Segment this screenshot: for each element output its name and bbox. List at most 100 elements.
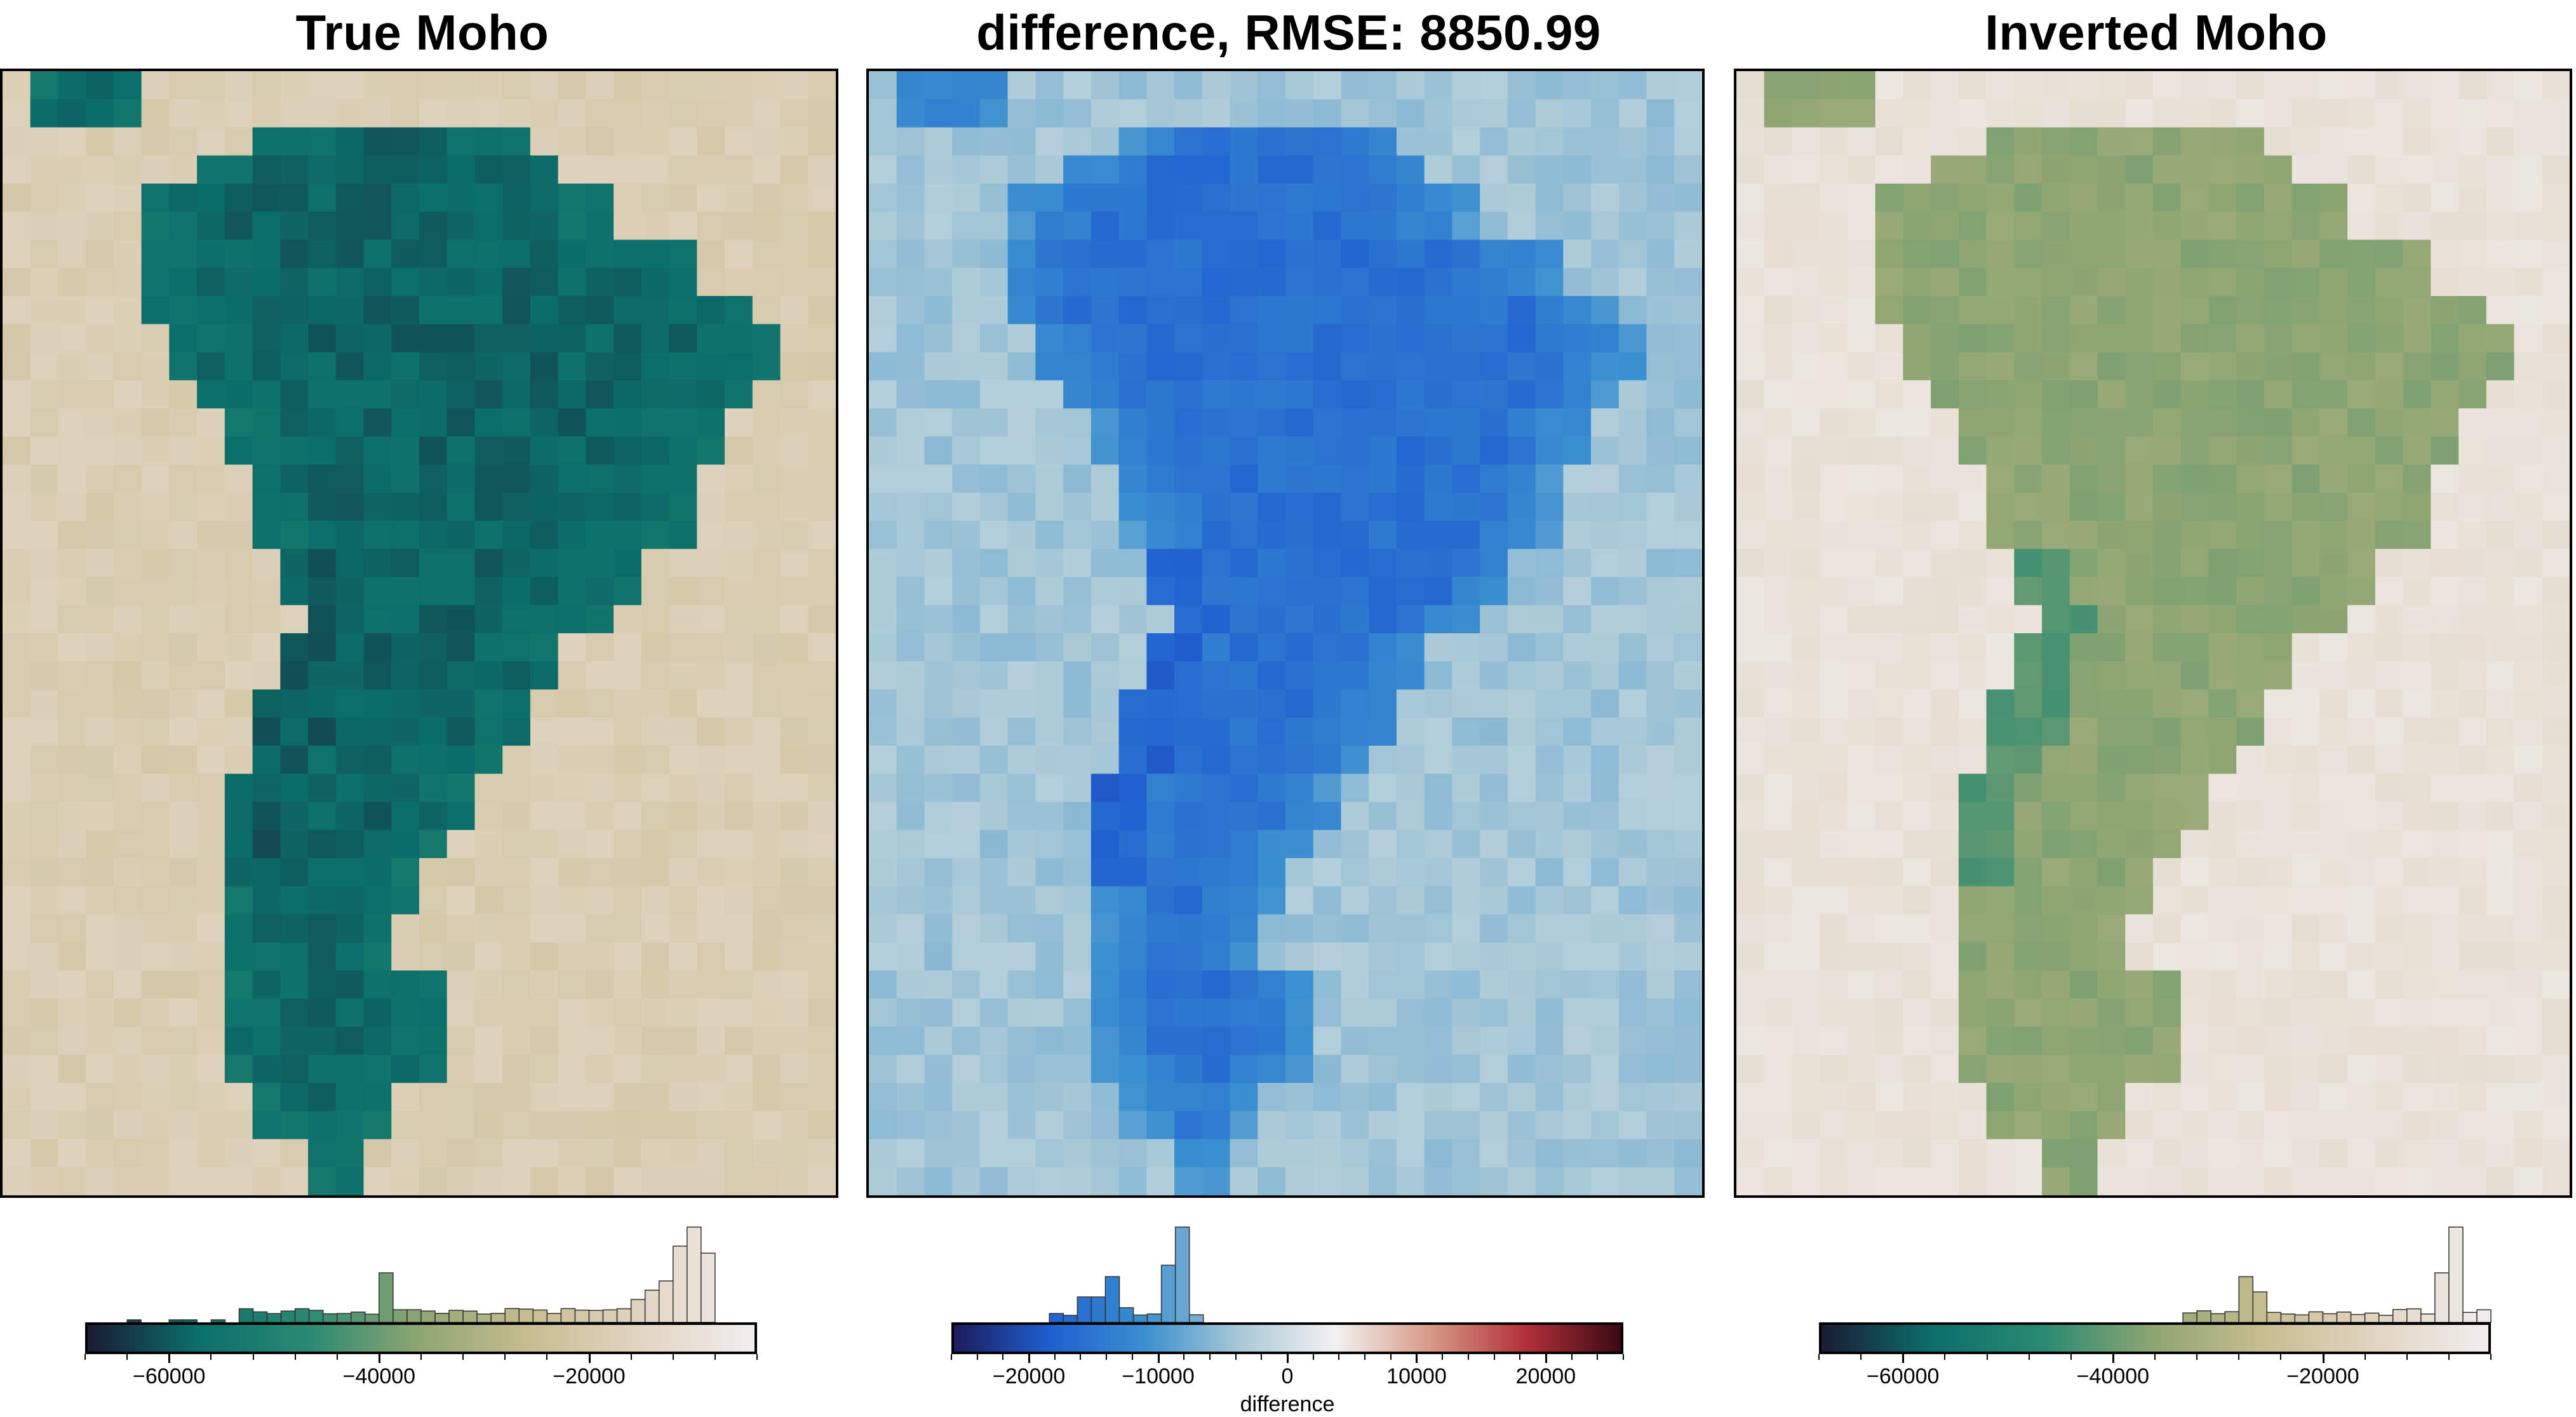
heatmap-cell [2069, 1026, 2098, 1056]
heatmap-cell [1174, 464, 1203, 494]
heatmap-cell [641, 829, 670, 859]
heatmap-cell [2542, 1167, 2570, 1195]
heatmap-cell [1118, 352, 1147, 381]
heatmap-cell [924, 1139, 953, 1168]
heatmap-cell [1090, 99, 1120, 128]
heatmap-cell [363, 521, 392, 549]
heatmap-cell [1480, 239, 1508, 269]
heatmap-cell [1535, 127, 1564, 156]
heatmap-cell [1618, 942, 1647, 971]
heatmap-cell [335, 858, 365, 887]
heatmap-cell [2486, 886, 2515, 915]
heatmap-cell [1035, 1054, 1064, 1084]
heatmap-cell [58, 155, 86, 184]
heatmap-cell [1674, 408, 1702, 437]
heatmap-cell [1903, 802, 1931, 831]
heatmap-cell [1958, 408, 1987, 437]
heatmap-cell [1369, 1054, 1397, 1084]
heatmap-cell [979, 605, 1009, 634]
heatmap-cell [725, 1111, 753, 1140]
heatmap-cell [2514, 577, 2542, 606]
heatmap-cell [1986, 380, 2015, 409]
heatmap-cell [1563, 914, 1592, 943]
heatmap-cell [952, 464, 981, 494]
colorbar-tick-label: −60000 [1867, 1364, 1940, 1388]
heatmap-cell [446, 71, 476, 100]
heatmap-cell [2291, 492, 2320, 521]
heatmap-cell [1646, 970, 1675, 999]
heatmap-cell [1341, 324, 1369, 353]
heatmap-cell [1480, 1054, 1508, 1084]
heatmap-cell [1736, 99, 1765, 128]
heatmap-cell [2514, 184, 2542, 212]
heatmap-cell [197, 155, 225, 184]
heatmap-cell [558, 970, 586, 999]
heatmap-cell [952, 661, 981, 690]
colorbar-minor-tick [1818, 1354, 1820, 1360]
heatmap-cell [1563, 689, 1592, 718]
heatmap-cell [1118, 1167, 1147, 1195]
heatmap-cell [952, 380, 981, 409]
heatmap-cell [697, 1111, 725, 1140]
heatmap-cell [419, 99, 448, 128]
heatmap-cell [1118, 802, 1147, 831]
heatmap-cell [1007, 605, 1036, 634]
heatmap-cell [58, 1026, 86, 1056]
heatmap-cell [1903, 324, 1931, 353]
heatmap-cell [1792, 71, 1820, 100]
heatmap-cell [169, 239, 198, 269]
heatmap-cell [1736, 71, 1765, 100]
heatmap-cell [586, 998, 614, 1028]
heatmap-cell [2375, 746, 2404, 774]
heatmap-cell [363, 408, 392, 437]
heatmap-cell [2069, 184, 2098, 212]
heatmap-cell [1875, 914, 1903, 943]
heatmap-cell [2291, 99, 2320, 128]
heatmap-cell [1820, 829, 1848, 859]
heatmap-cell [2014, 829, 2043, 859]
heatmap-cell [1090, 155, 1120, 184]
heatmap-cell [1090, 605, 1120, 634]
heatmap-cell [1792, 492, 1820, 521]
heatmap-cell [1736, 998, 1765, 1028]
heatmap-cell [1674, 324, 1702, 353]
heatmap-cell [363, 324, 392, 353]
heatmap-cell [2403, 521, 2431, 549]
heatmap-cell [1118, 1054, 1147, 1084]
heatmap-cell [1118, 408, 1147, 437]
colorbar-major-tick [1157, 1354, 1160, 1363]
heatmap-cell [58, 858, 86, 887]
heatmap-cell [2042, 352, 2070, 381]
heatmap-cell [308, 239, 337, 269]
heatmap-cell [780, 942, 808, 971]
heatmap-cell [1285, 1139, 1314, 1168]
heatmap-cell [780, 492, 808, 521]
heatmap-cell [2042, 549, 2070, 578]
heatmap-cell [2180, 942, 2210, 971]
heatmap-cell [308, 858, 337, 887]
heatmap-cell [1792, 184, 1820, 212]
heatmap-cell [780, 127, 808, 156]
histogram-bar [2210, 1313, 2225, 1323]
heatmap-cell [2125, 774, 2154, 803]
heatmap-cell [1118, 858, 1147, 887]
heatmap-cell [1736, 1026, 1765, 1056]
heatmap-cell [896, 829, 925, 859]
heatmap-cell [2097, 1083, 2126, 1111]
heatmap-cell [86, 774, 114, 803]
heatmap-cell [2375, 521, 2404, 549]
heatmap-cell [1396, 408, 1425, 437]
heatmap-cell [474, 549, 503, 578]
heatmap-cell [1792, 408, 1820, 437]
heatmap-cell [808, 380, 836, 409]
heatmap-cell [308, 212, 337, 241]
heatmap-cell [1563, 1167, 1592, 1195]
histogram-bar [574, 1309, 590, 1323]
heatmap-cell [586, 127, 614, 156]
heatmap-cell [1202, 212, 1231, 241]
heatmap-cell [869, 774, 897, 803]
heatmap-cell [1396, 99, 1425, 128]
heatmap-cell [1035, 99, 1064, 128]
heatmap-cell [669, 802, 697, 831]
heatmap-cell [2208, 577, 2237, 606]
